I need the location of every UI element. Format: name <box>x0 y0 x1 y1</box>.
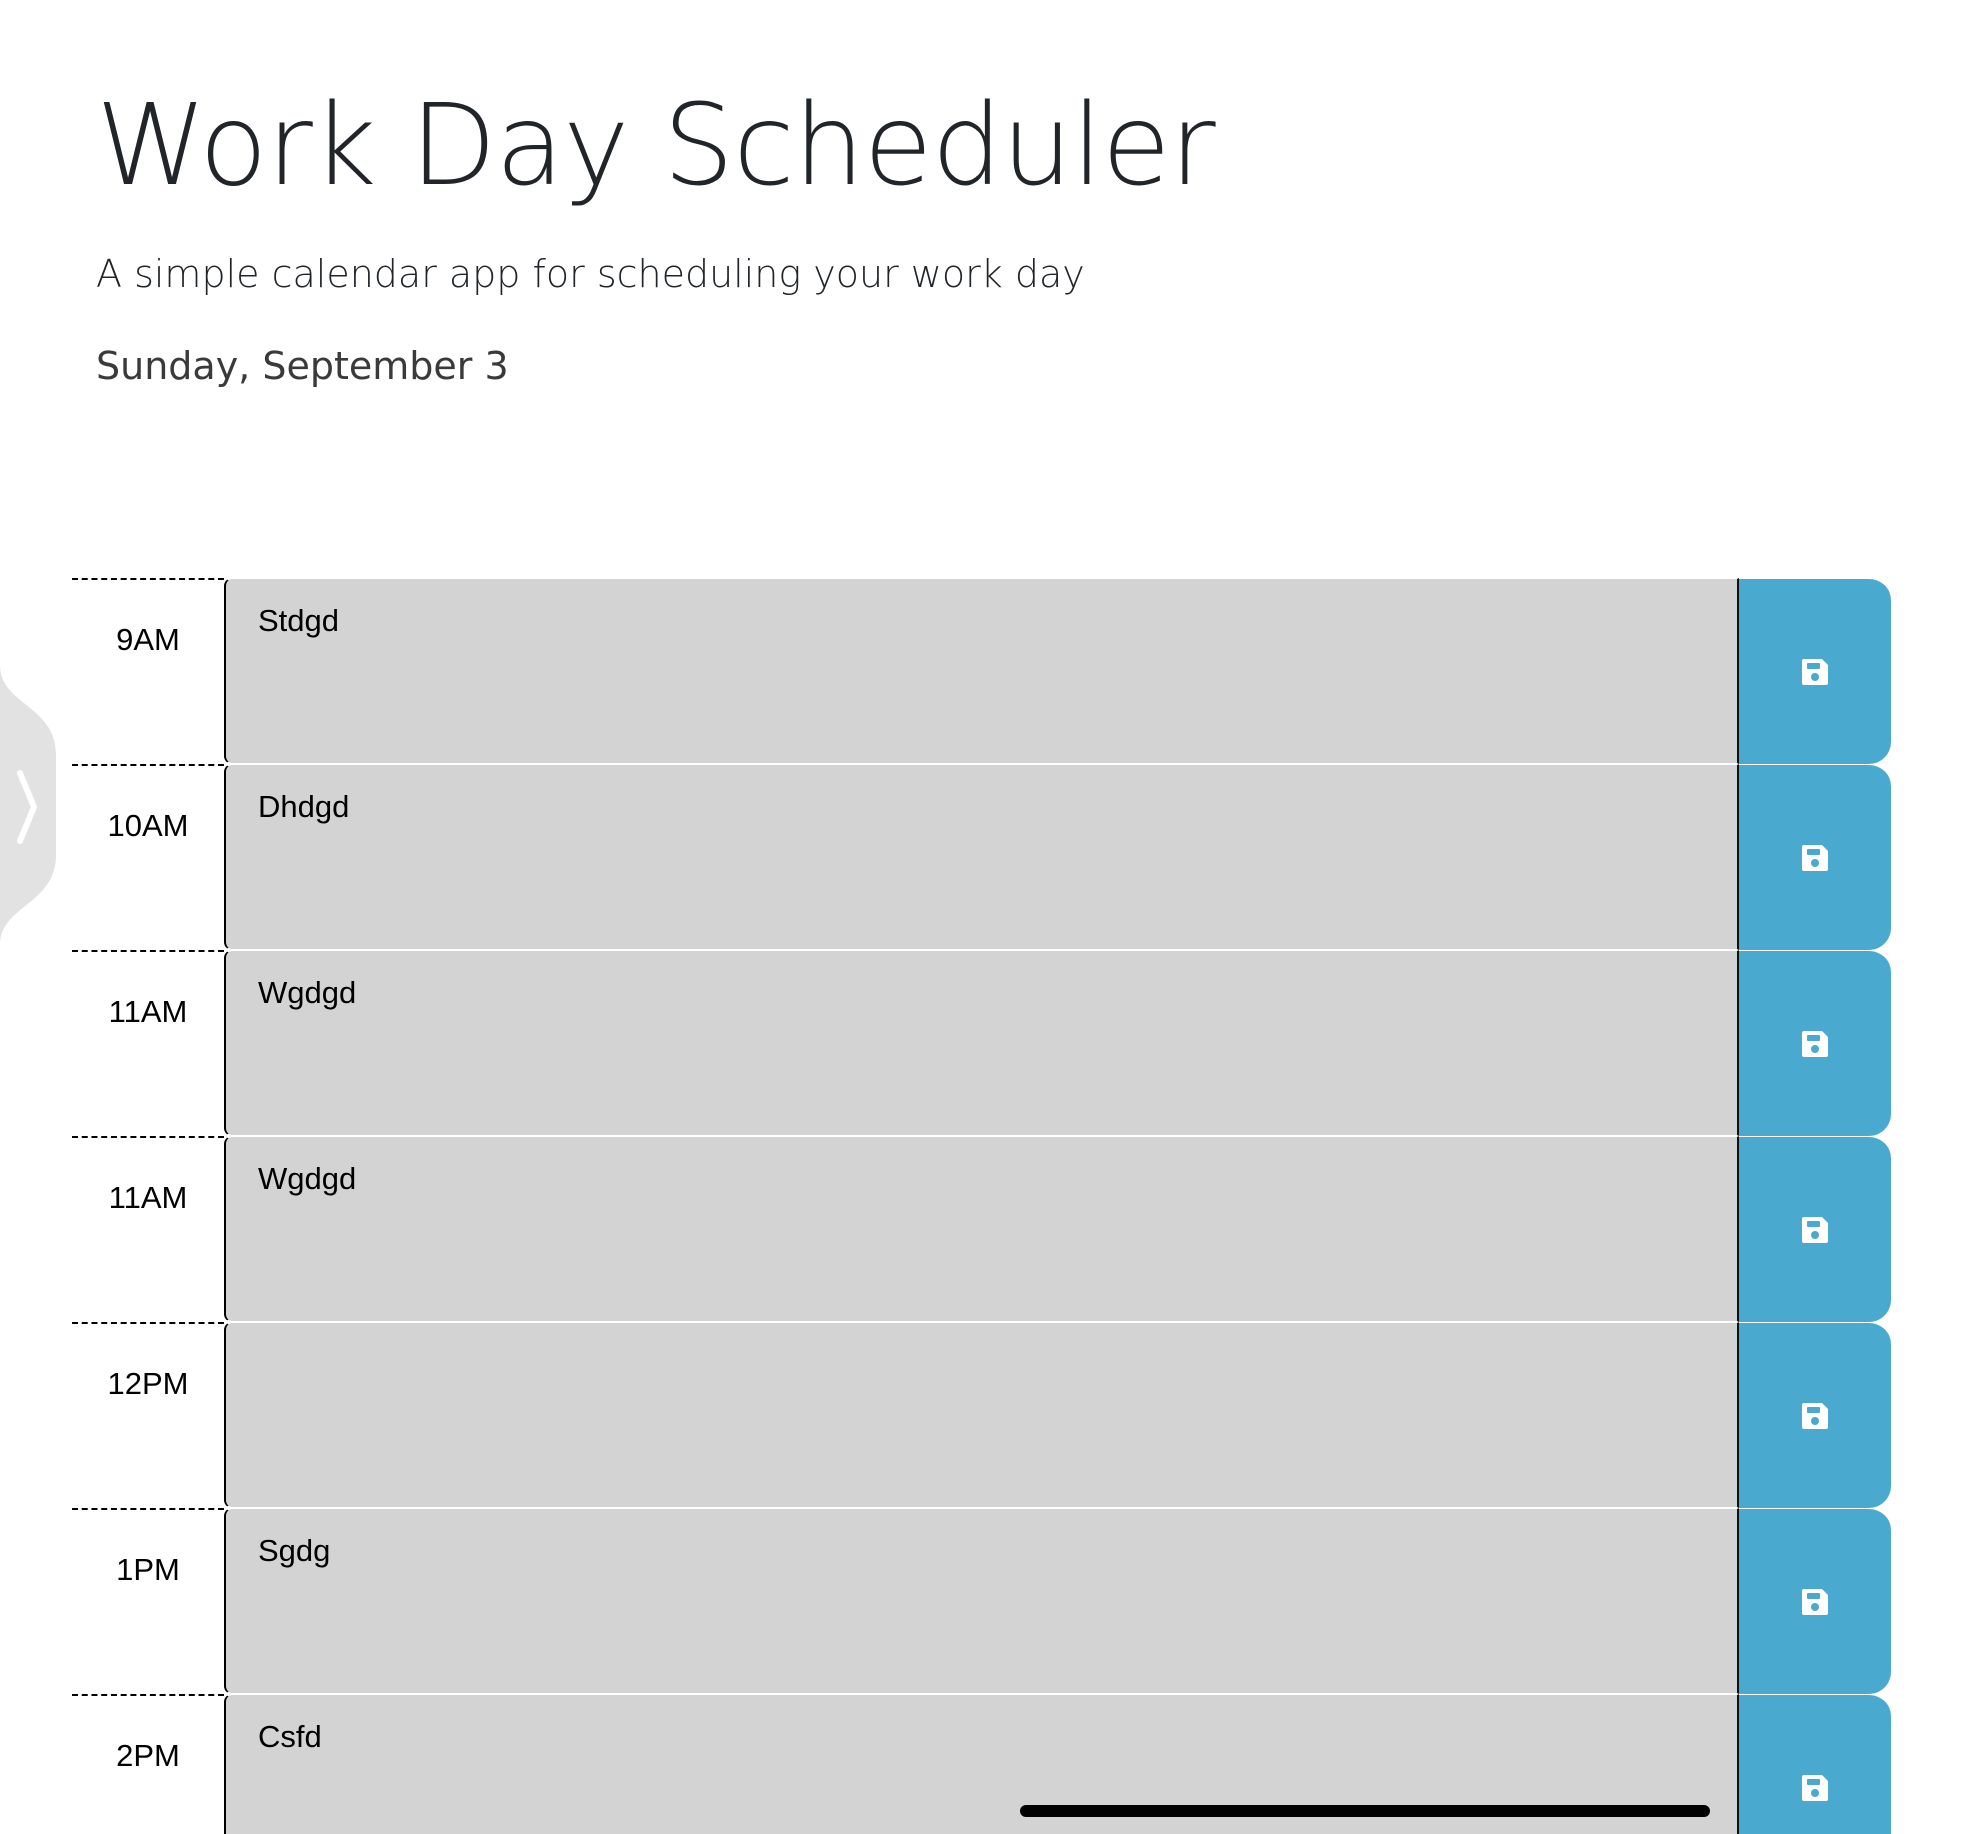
save-icon <box>1802 1774 1828 1801</box>
hour-label: 1PM <box>72 1508 224 1694</box>
side-panel-handle[interactable] <box>0 665 56 945</box>
time-block: 10AM Dhdgd <box>72 764 1892 950</box>
page-title: Work Day Scheduler <box>96 81 1216 211</box>
time-block: 11AM Wgdgd <box>72 950 1892 1136</box>
save-button[interactable] <box>1739 578 1891 764</box>
hour-label: 11AM <box>72 950 224 1136</box>
description-textarea[interactable]: Stdgd <box>224 578 1739 764</box>
save-button[interactable] <box>1739 1322 1891 1508</box>
save-button[interactable] <box>1739 1694 1891 1834</box>
page-subtitle: A simple calendar app for scheduling you… <box>96 252 1085 296</box>
chevron-right-icon <box>17 770 37 844</box>
time-block: 9AM Stdgd <box>72 578 1892 764</box>
hour-label: 11AM <box>72 1136 224 1322</box>
save-button[interactable] <box>1739 1508 1891 1694</box>
header: Work Day Scheduler A simple calendar app… <box>96 90 1796 388</box>
save-button[interactable] <box>1739 764 1891 950</box>
save-icon <box>1802 1030 1828 1057</box>
description-textarea[interactable]: Csfd <box>224 1694 1739 1834</box>
save-button[interactable] <box>1739 1136 1891 1322</box>
hour-label: 9AM <box>72 578 224 764</box>
current-day: Sunday, September 3 <box>96 344 509 388</box>
time-block: 11AM Wgdgd <box>72 1136 1892 1322</box>
hour-label: 12PM <box>72 1322 224 1508</box>
home-indicator <box>1020 1805 1710 1817</box>
time-block: 2PM Csfd <box>72 1694 1892 1834</box>
save-button[interactable] <box>1739 950 1891 1136</box>
time-block: 1PM Sgdg <box>72 1508 1892 1694</box>
save-icon <box>1802 844 1828 871</box>
description-textarea[interactable]: Wgdgd <box>224 1136 1739 1322</box>
hour-label: 2PM <box>72 1694 224 1834</box>
save-icon <box>1802 658 1828 685</box>
save-icon <box>1802 1402 1828 1429</box>
description-textarea[interactable] <box>224 1322 1739 1508</box>
description-textarea[interactable]: Wgdgd <box>224 950 1739 1136</box>
description-textarea[interactable]: Dhdgd <box>224 764 1739 950</box>
hour-label: 10AM <box>72 764 224 950</box>
description-textarea[interactable]: Sgdg <box>224 1508 1739 1694</box>
save-icon <box>1802 1216 1828 1243</box>
save-icon <box>1802 1588 1828 1615</box>
schedule: 9AM Stdgd 10AM Dhdgd 11A <box>72 578 1892 1834</box>
time-block: 12PM <box>72 1322 1892 1508</box>
